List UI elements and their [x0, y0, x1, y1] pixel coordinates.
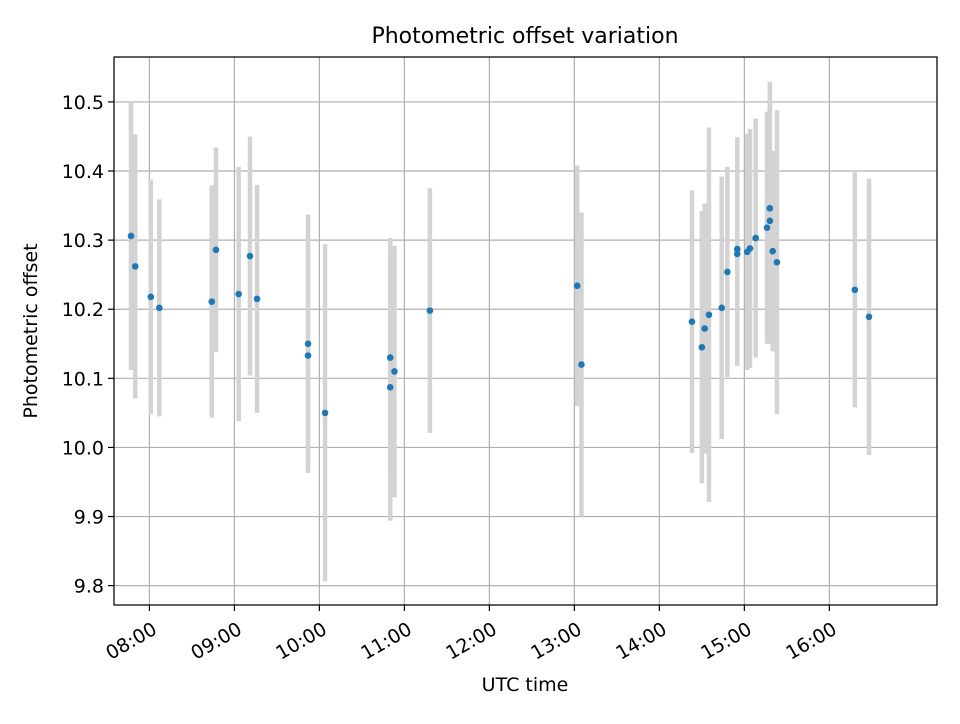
y-axis-label: Photometric offset [20, 243, 42, 418]
data-point [724, 268, 731, 276]
data-point [701, 325, 708, 332]
y-tick-label: 10.0 [62, 437, 104, 459]
y-tick-label: 10.4 [62, 161, 104, 183]
data-point [578, 361, 585, 368]
y-axis-ticks: 9.8 9.9 10.0 10.1 10.2 10.3 10.4 10.5 [62, 92, 114, 598]
data-point [147, 293, 155, 301]
data-point [773, 258, 781, 266]
data-point [865, 313, 873, 321]
y-tick-label: 9.9 [74, 507, 104, 529]
data-point [426, 307, 434, 314]
data-point [705, 311, 713, 319]
data-points [127, 205, 873, 417]
data-point [763, 224, 771, 231]
data-point [752, 234, 759, 242]
data-point [718, 304, 725, 312]
x-axis-label: UTC time [482, 674, 569, 696]
data-point [253, 295, 261, 303]
data-point [391, 368, 398, 375]
data-point [235, 290, 242, 298]
data-point [851, 286, 859, 294]
data-point [208, 298, 216, 305]
y-tick-label: 10.5 [62, 92, 104, 114]
y-tick-label: 10.2 [62, 299, 104, 321]
data-point [127, 232, 135, 240]
data-point [304, 352, 312, 359]
data-point [573, 282, 581, 290]
data-point [766, 205, 774, 212]
data-point [212, 246, 220, 254]
chart-title: Photometric offset variation [371, 24, 678, 49]
data-point [304, 340, 312, 348]
data-point [746, 245, 754, 252]
y-tick-label: 9.8 [74, 576, 104, 598]
data-point [321, 409, 329, 417]
data-point [688, 318, 696, 325]
grid [114, 57, 937, 605]
data-point [131, 263, 139, 270]
plot-frame [113, 56, 938, 606]
y-tick-label: 10.1 [62, 368, 104, 390]
data-point [733, 245, 741, 253]
data-point [386, 384, 394, 391]
data-point [386, 354, 394, 361]
data-point [766, 217, 774, 225]
data-point [156, 304, 163, 312]
data-point [246, 252, 254, 260]
data-point [769, 247, 776, 255]
data-point [698, 343, 706, 351]
y-tick-label: 10.3 [62, 230, 104, 252]
data-point [733, 250, 741, 258]
